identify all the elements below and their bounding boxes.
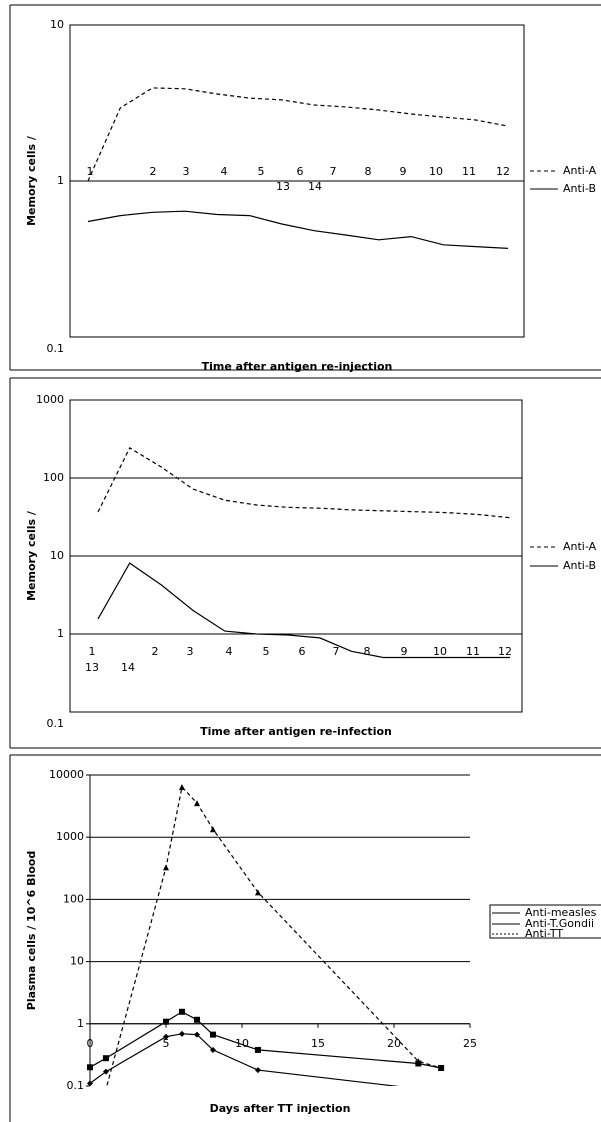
- plot-area: [97, 447, 511, 659]
- y-tick-label: 100: [43, 471, 64, 484]
- marker: [194, 1031, 201, 1038]
- x-label: 8: [364, 645, 371, 658]
- series-line: [87, 210, 509, 249]
- x-label: 4: [221, 165, 228, 178]
- marker: [163, 1018, 169, 1025]
- x-tick-label: 25: [463, 1037, 477, 1050]
- x-label: 6: [299, 645, 306, 658]
- y-axis-title: Memory cells /: [25, 510, 38, 601]
- x-label: 2: [152, 645, 159, 658]
- marker: [102, 1068, 109, 1075]
- marker: [163, 864, 169, 871]
- y-tick-label: 1: [57, 174, 64, 187]
- marker: [178, 1008, 185, 1015]
- x-label: 12: [498, 645, 512, 658]
- x-label: 3: [187, 645, 194, 658]
- y-tick-label: 1: [77, 1017, 84, 1030]
- marker: [178, 784, 185, 791]
- x-tick-label: 15: [311, 1037, 325, 1050]
- legend-label: Anti-measles: [525, 906, 597, 919]
- x-tick-label: 5: [163, 1037, 170, 1050]
- marker: [194, 1016, 201, 1023]
- x-label: 2: [150, 165, 157, 178]
- marker: [163, 1033, 169, 1040]
- x-axis-title: Time after antigen re-infection: [200, 725, 392, 738]
- x-label: 1: [87, 165, 94, 178]
- x-tick-label: 20: [387, 1037, 401, 1050]
- legend-label: Anti-B: [563, 182, 596, 195]
- x-label: 13: [276, 180, 290, 193]
- marker: [254, 1046, 261, 1053]
- x-label: 8: [365, 165, 372, 178]
- y-tick-label: 1000: [36, 393, 64, 406]
- marker: [194, 800, 201, 807]
- y-tick-label: 10000: [49, 768, 84, 781]
- y-tick-label: 10: [70, 955, 84, 968]
- marker: [209, 1031, 216, 1038]
- plot-area: [87, 87, 509, 249]
- x-label: 7: [330, 165, 337, 178]
- y-tick-label: 1000: [56, 830, 84, 843]
- x-label: 1: [89, 645, 96, 658]
- x-label: 14: [121, 661, 135, 674]
- marker: [87, 1080, 93, 1086]
- y-tick-label: 0.1: [67, 1079, 85, 1092]
- marker: [178, 1030, 185, 1037]
- legend-label: Anti-TT: [525, 927, 563, 940]
- y-tick-label: 100: [63, 892, 84, 905]
- x-label: 3: [183, 165, 190, 178]
- legend-label: Anti-A: [563, 540, 597, 553]
- y-tick-label: 0.1: [47, 717, 65, 730]
- marker: [415, 1058, 422, 1065]
- marker: [254, 1067, 261, 1074]
- x-label: 7: [333, 645, 340, 658]
- marker: [254, 889, 261, 896]
- legend-label: Anti-B: [563, 559, 596, 572]
- legend-box: [489, 904, 601, 939]
- y-tick-label: 10: [50, 18, 64, 31]
- legend-label: Anti-T.Gondii: [525, 917, 594, 930]
- y-tick-label: 10: [50, 549, 64, 562]
- x-label: 4: [226, 645, 233, 658]
- series-line: [89, 1033, 400, 1086]
- marker: [209, 1046, 216, 1053]
- x-label: 5: [258, 165, 265, 178]
- legend-label: Anti-A: [563, 164, 597, 177]
- x-label: 10: [433, 645, 447, 658]
- series-line: [97, 447, 511, 519]
- x-label: 11: [462, 165, 476, 178]
- series-line: [106, 785, 442, 1086]
- x-axis-title: Time after antigen re-injection: [202, 360, 393, 373]
- x-label: 12: [496, 165, 510, 178]
- x-label: 9: [401, 645, 408, 658]
- x-label: 14: [308, 180, 322, 193]
- marker: [102, 1055, 109, 1062]
- marker: [438, 1064, 445, 1071]
- marker: [102, 1089, 108, 1095]
- marker: [209, 826, 216, 833]
- x-tick-label: 10: [235, 1037, 249, 1050]
- x-label: 9: [400, 165, 407, 178]
- x-label: 13: [85, 661, 99, 674]
- x-label: 5: [263, 645, 270, 658]
- y-tick-label: 0.1: [47, 342, 65, 355]
- marker: [87, 1064, 93, 1071]
- y-tick-label: 1: [57, 627, 64, 640]
- x-label: 10: [429, 165, 443, 178]
- x-label: 11: [466, 645, 480, 658]
- x-label: 6: [297, 165, 304, 178]
- x-axis-title: Days after TT injection: [210, 1102, 351, 1115]
- y-axis-title: Memory cells /: [25, 135, 38, 226]
- marker: [418, 1085, 419, 1086]
- x-tick-label: 0: [87, 1037, 94, 1050]
- plot-area: [87, 784, 445, 1095]
- series-line: [97, 562, 510, 659]
- y-axis-title: Plasma cells / 10^6 Blood: [25, 851, 38, 1010]
